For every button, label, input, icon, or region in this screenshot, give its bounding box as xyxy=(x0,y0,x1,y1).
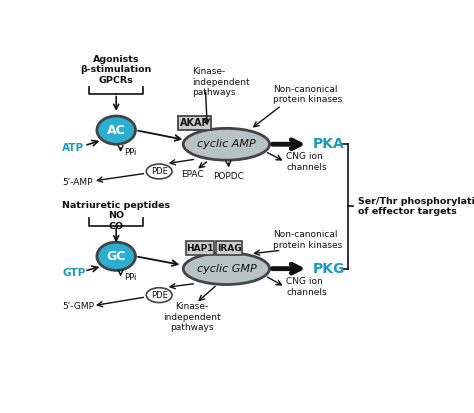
Text: IRAG: IRAG xyxy=(217,244,241,253)
FancyBboxPatch shape xyxy=(186,241,213,255)
Text: ATP: ATP xyxy=(62,143,84,153)
Text: CNG ion
channels: CNG ion channels xyxy=(286,277,327,297)
Text: PPi: PPi xyxy=(124,273,137,282)
Text: PDE: PDE xyxy=(151,167,168,176)
Ellipse shape xyxy=(183,253,270,285)
FancyBboxPatch shape xyxy=(216,241,242,255)
Text: POPDC: POPDC xyxy=(213,171,245,180)
Text: cyclic AMP: cyclic AMP xyxy=(197,139,256,149)
Text: PKA: PKA xyxy=(313,137,345,151)
Text: Kinase-
independent
pathways: Kinase- independent pathways xyxy=(164,302,221,332)
Text: HAP1: HAP1 xyxy=(186,244,213,253)
Ellipse shape xyxy=(97,242,136,271)
Text: Agonists
β-stimulation
GPCRs: Agonists β-stimulation GPCRs xyxy=(81,55,152,85)
Text: Kinase-
independent
pathways: Kinase- independent pathways xyxy=(192,67,250,97)
Text: Natriuretic peptides
NO
CO: Natriuretic peptides NO CO xyxy=(62,201,170,230)
Text: Non-canonical
protein kinases: Non-canonical protein kinases xyxy=(273,230,342,250)
Text: AKAP: AKAP xyxy=(180,118,209,128)
Ellipse shape xyxy=(97,116,136,144)
FancyBboxPatch shape xyxy=(178,116,211,131)
Ellipse shape xyxy=(146,164,172,179)
Text: Non-canonical
protein kinases: Non-canonical protein kinases xyxy=(273,85,342,104)
Text: Ser/Thr phosphorylation
of effector targets: Ser/Thr phosphorylation of effector targ… xyxy=(357,197,474,216)
Text: 5ʹ-GMP: 5ʹ-GMP xyxy=(62,302,94,311)
Text: PPi: PPi xyxy=(124,148,137,157)
Ellipse shape xyxy=(146,288,172,303)
Text: cyclic GMP: cyclic GMP xyxy=(197,263,256,274)
Text: EPAC: EPAC xyxy=(181,171,203,180)
Text: GTP: GTP xyxy=(62,268,85,278)
Text: PDE: PDE xyxy=(151,291,168,300)
Text: 5ʹ-AMP: 5ʹ-AMP xyxy=(62,178,93,187)
Ellipse shape xyxy=(183,128,270,160)
Text: AC: AC xyxy=(107,123,126,137)
Text: CNG ion
channels: CNG ion channels xyxy=(286,152,327,172)
Text: GC: GC xyxy=(107,250,126,263)
Text: PKG: PKG xyxy=(313,261,346,275)
